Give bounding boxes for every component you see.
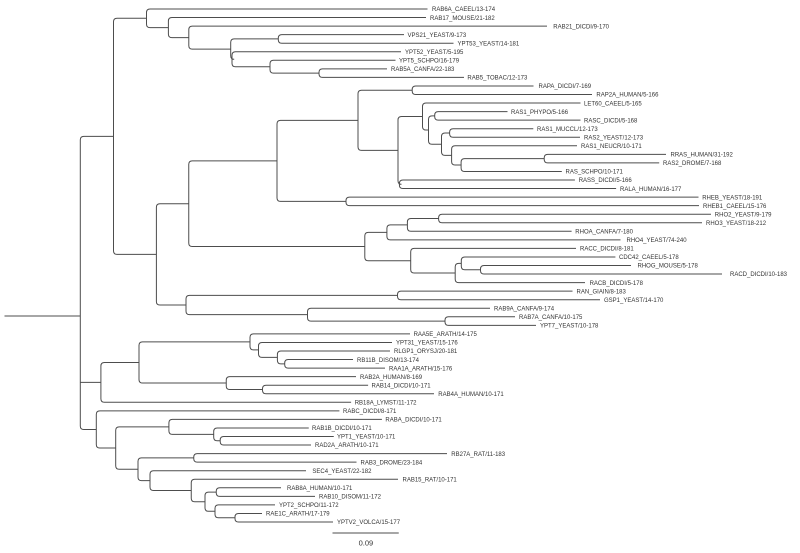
svg-text:RAA1A_ARATH/15-176: RAA1A_ARATH/15-176	[389, 366, 453, 372]
svg-text:RB27A_RAT/11-183: RB27A_RAT/11-183	[451, 452, 505, 458]
svg-text:RLGP1_ORYSJ/20-181: RLGP1_ORYSJ/20-181	[394, 349, 458, 355]
svg-text:RAB7A_CANFA/10-175: RAB7A_CANFA/10-175	[519, 315, 583, 321]
svg-text:RAS1_NEUCR/10-171: RAS1_NEUCR/10-171	[581, 144, 642, 150]
svg-text:YPT7_YEAST/10-178: YPT7_YEAST/10-178	[540, 324, 599, 330]
svg-text:RHO4_YEAST/74-240: RHO4_YEAST/74-240	[627, 238, 688, 244]
svg-text:RAP2A_HUMAN/5-166: RAP2A_HUMAN/5-166	[596, 93, 659, 99]
svg-text:RAB21_DICDI/9-170: RAB21_DICDI/9-170	[553, 24, 609, 30]
svg-text:RACB_DICDI/5-178: RACB_DICDI/5-178	[590, 281, 644, 287]
svg-text:RAB9A_CANFA/9-174: RAB9A_CANFA/9-174	[494, 306, 555, 312]
svg-text:0.09: 0.09	[359, 538, 374, 547]
svg-text:RAB8A_HUMAN/10-171: RAB8A_HUMAN/10-171	[287, 486, 353, 492]
svg-text:RAB3_DROME/23-184: RAB3_DROME/23-184	[361, 460, 423, 466]
svg-text:RHO2_YEAST/9-179: RHO2_YEAST/9-179	[715, 212, 772, 218]
svg-text:RAB5A_CANFA/22-183: RAB5A_CANFA/22-183	[391, 67, 455, 73]
svg-text:RACD_DICDI/10-183: RACD_DICDI/10-183	[730, 272, 788, 278]
svg-text:RAA5E_ARATH/14-175: RAA5E_ARATH/14-175	[414, 332, 478, 338]
svg-text:YPTV2_VOLCA/15-177: YPTV2_VOLCA/15-177	[337, 520, 401, 526]
svg-text:RAD2A_ARATH/10-171: RAD2A_ARATH/10-171	[315, 443, 379, 449]
svg-text:RHOA_CANFA/7-180: RHOA_CANFA/7-180	[575, 230, 633, 236]
svg-text:RABC_DICDI/8-171: RABC_DICDI/8-171	[343, 409, 397, 415]
svg-text:YPT5_SCHPO/16-179: YPT5_SCHPO/16-179	[399, 59, 460, 65]
svg-text:VPS21_YEAST/9-173: VPS21_YEAST/9-173	[408, 33, 467, 39]
svg-text:RAB17_MOUSE/21-182: RAB17_MOUSE/21-182	[430, 16, 495, 22]
svg-text:RAB5_TOBAC/12-173: RAB5_TOBAC/12-173	[467, 76, 528, 82]
svg-text:RASS_DICDI/5-166: RASS_DICDI/5-166	[579, 178, 633, 184]
svg-text:RHOG_MOUSE/5-178: RHOG_MOUSE/5-178	[638, 264, 699, 270]
svg-text:RAS1_PHYPO/5-166: RAS1_PHYPO/5-166	[511, 110, 569, 116]
svg-text:YPT31_YEAST/15-176: YPT31_YEAST/15-176	[396, 341, 458, 347]
svg-text:RAS_SCHPO/10-171: RAS_SCHPO/10-171	[566, 170, 624, 176]
svg-text:RAB15_RAT/10-171: RAB15_RAT/10-171	[403, 478, 458, 484]
svg-text:RAB14_DICDI/10-171: RAB14_DICDI/10-171	[372, 383, 432, 389]
svg-text:RAB1B_DICDI/10-171: RAB1B_DICDI/10-171	[312, 426, 372, 432]
svg-text:RAB6A_CAEEL/13-174: RAB6A_CAEEL/13-174	[432, 7, 496, 13]
svg-text:RABA_DICDI/10-171: RABA_DICDI/10-171	[385, 418, 442, 424]
svg-text:RACC_DICDI/8-181: RACC_DICDI/8-181	[580, 247, 634, 253]
svg-text:RB18A_LYMST/11-172: RB18A_LYMST/11-172	[355, 401, 417, 407]
svg-text:LET60_CAEEL/5-165: LET60_CAEEL/5-165	[584, 101, 642, 107]
svg-text:RRAS_HUMAN/31-192: RRAS_HUMAN/31-192	[671, 153, 734, 159]
svg-text:RB11B_DISOM/13-174: RB11B_DISOM/13-174	[357, 358, 420, 364]
svg-text:YPT2_SCHPO/11-172: YPT2_SCHPO/11-172	[279, 503, 339, 509]
svg-text:SEC4_YEAST/22-182: SEC4_YEAST/22-182	[312, 469, 372, 475]
svg-text:RHEB1_CAEEL/15-176: RHEB1_CAEEL/15-176	[703, 204, 767, 210]
svg-text:YPT1_YEAST/10-171: YPT1_YEAST/10-171	[337, 435, 396, 441]
svg-text:RAS2_DROME/7-168: RAS2_DROME/7-168	[663, 161, 722, 167]
svg-text:RAS2_YEAST/12-173: RAS2_YEAST/12-173	[584, 135, 644, 141]
svg-text:RHO3_YEAST/18-212: RHO3_YEAST/18-212	[706, 221, 767, 227]
svg-text:RAB10_DISOM/11-172: RAB10_DISOM/11-172	[319, 495, 382, 501]
svg-text:YPT52_YEAST/5-195: YPT52_YEAST/5-195	[405, 50, 464, 56]
svg-text:RAN_GIAIN/8-183: RAN_GIAIN/8-183	[577, 289, 627, 295]
svg-text:YPT53_YEAST/14-181: YPT53_YEAST/14-181	[458, 41, 520, 47]
svg-text:RASC_DICDI/5-168: RASC_DICDI/5-168	[584, 118, 638, 124]
svg-text:RAS1_MUCCL/12-173: RAS1_MUCCL/12-173	[537, 127, 598, 133]
svg-text:CDC42_CAEEL/5-178: CDC42_CAEEL/5-178	[619, 255, 679, 261]
svg-text:GSP1_YEAST/14-170: GSP1_YEAST/14-170	[604, 298, 664, 304]
svg-text:RAB2A_HUMAN/8-169: RAB2A_HUMAN/8-169	[360, 375, 423, 381]
svg-text:RAB4A_HUMAN/10-171: RAB4A_HUMAN/10-171	[438, 392, 504, 398]
svg-text:RHEB_YEAST/18-191: RHEB_YEAST/18-191	[702, 195, 763, 201]
svg-text:RALA_HUMAN/16-177: RALA_HUMAN/16-177	[620, 187, 682, 193]
svg-text:RAPA_DICDI/7-169: RAPA_DICDI/7-169	[539, 84, 592, 90]
svg-text:RAE1C_ARATH/17-179: RAE1C_ARATH/17-179	[266, 512, 330, 518]
